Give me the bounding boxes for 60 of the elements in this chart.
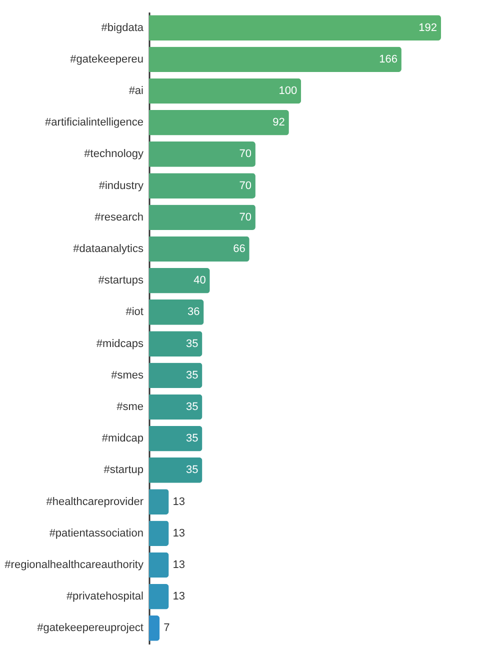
y-tick-label: #regionalhealthcareauthority	[4, 559, 144, 571]
y-tick-label: #industry	[98, 180, 144, 192]
bar	[149, 458, 202, 483]
bar	[149, 331, 202, 356]
y-tick-label: #technology	[84, 148, 144, 160]
data-label: 36	[188, 306, 200, 318]
y-tick-label: #artificialintelligence	[45, 116, 144, 129]
bar	[149, 46, 402, 72]
y-tick-label: #sme	[116, 401, 144, 413]
y-tick-label: #bigdata	[101, 22, 144, 34]
bar	[149, 520, 169, 546]
y-tick-label: #dataanalytics	[73, 243, 144, 255]
bar	[149, 584, 169, 610]
data-label: 13	[172, 590, 186, 603]
data-label: 13	[172, 559, 186, 571]
y-tick-label: #healthcareprovider	[46, 496, 144, 508]
data-label: 35	[186, 401, 198, 413]
y-tick-label: #midcaps	[96, 338, 144, 350]
y-tick-label: #patientassociation	[49, 527, 144, 540]
y-tick-label: #iot	[126, 306, 144, 318]
data-label: 92	[272, 116, 285, 129]
bar	[149, 300, 204, 325]
bar	[149, 268, 210, 294]
data-label: 192	[418, 22, 437, 34]
data-label: 166	[379, 53, 398, 66]
bar	[149, 78, 302, 104]
y-tick-label: #ai	[128, 85, 144, 97]
bar	[149, 552, 169, 578]
data-label: 66	[233, 243, 246, 255]
data-label: 70	[239, 148, 252, 160]
y-tick-label: #gatekeepereuproject	[37, 622, 144, 634]
bar	[149, 362, 202, 388]
bar	[149, 110, 289, 136]
y-tick-label: #midcap	[102, 432, 144, 445]
y-tick-label: #startup	[104, 464, 144, 476]
y-tick-label: #privatehospital	[66, 590, 144, 603]
bar	[149, 426, 202, 452]
data-label: 35	[186, 369, 198, 382]
bar	[149, 173, 256, 198]
y-tick-label: #smes	[111, 369, 144, 382]
bar	[149, 236, 250, 262]
data-label: 35	[186, 338, 198, 350]
bar	[149, 204, 256, 230]
bar	[149, 394, 202, 420]
data-label: 70	[239, 211, 252, 224]
y-tick-label: #startups	[98, 274, 144, 287]
data-label: 35	[186, 432, 198, 445]
bar	[149, 15, 441, 40]
data-label: 40	[194, 274, 206, 287]
bar	[149, 616, 160, 641]
data-label: 100	[278, 85, 298, 97]
data-label: 13	[172, 527, 186, 540]
bar	[149, 489, 169, 514]
data-label: 7	[164, 622, 170, 634]
y-tick-label: #gatekeepereu	[70, 53, 144, 66]
data-label: 13	[172, 496, 186, 508]
data-label: 70	[239, 180, 252, 192]
data-label: 35	[186, 464, 198, 476]
y-tick-label: #research	[94, 211, 144, 224]
bar	[149, 142, 256, 167]
